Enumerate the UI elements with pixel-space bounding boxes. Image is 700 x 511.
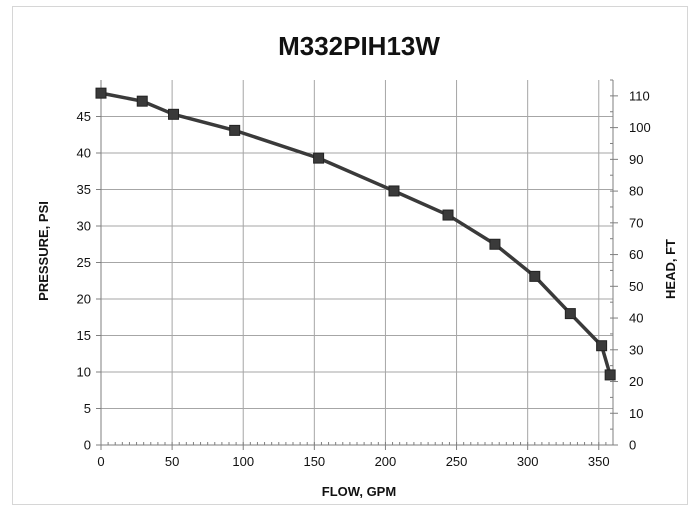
chart-svg: M332PIH13W 0 50 100 150 200 250 300 35005101520… [36,31,678,499]
x-tick-label: 50 [165,454,179,469]
tick-labels: 0 50 100 150 200 250 300 350 0 5 10 15 20 25 30 35 40 45 0… [77,88,651,469]
data-point-marker [313,152,325,164]
y2-tick-label: 50 [629,279,643,294]
data-point-marker [564,308,576,320]
y2-tick-label: 70 [629,215,643,230]
y-tick-label: 15 [77,328,91,343]
y-tick-label: 40 [77,146,91,161]
data-point-marker [596,340,608,352]
x-tick-label: 200 [375,454,397,469]
y-tick-label: 20 [77,292,91,307]
x-tick-label: 100 [232,454,254,469]
data-point-marker [388,185,400,197]
y2-axis-title: HEAD, FT [663,239,678,299]
chart-frame: M332PIH13W 0 50 100 150 200 250 300 350 0 5 10 15 20… [12,6,688,505]
y2-tick-label: 10 [629,406,643,421]
y2-tick-label: 80 [629,184,643,199]
data-point-marker [229,124,241,136]
y2-tick-label: 90 [629,152,643,167]
data-point-marker [136,95,148,107]
x-tick-label: 0 [97,454,104,469]
data-point-marker [168,108,180,120]
data-point-marker [95,87,107,99]
x-tick-label: 250 [446,454,468,469]
y-tick-label: 10 [77,365,91,380]
y-tick-label: 45 [77,109,91,124]
y-axis-title: PRESSURE, PSI [36,201,51,301]
y2-tick-label: 40 [629,311,643,326]
axes [96,79,618,450]
x-tick-label: 300 [517,454,539,469]
y-tick-label: 25 [77,255,91,270]
data-point-marker [489,238,501,250]
y-tick-label: 5 [84,401,91,416]
y2-tick-label: 100 [629,120,651,135]
chart-title: M332PIH13W [278,31,440,61]
series-line [100,91,612,376]
x-tick-label: 350 [588,454,610,469]
y2-tick-label: 30 [629,342,643,357]
y2-tick-label: 110 [629,88,650,103]
x-axis-title: FLOW, GPM [322,484,396,499]
data-point-marker [604,369,616,381]
y-tick-label: 0 [84,438,91,453]
y2-tick-label: 0 [629,438,636,453]
gridlines [101,80,613,445]
y-tick-label: 30 [77,219,91,234]
y2-tick-label: 20 [629,374,643,389]
y-tick-label: 35 [77,182,91,197]
data-point-marker [442,209,454,221]
y2-tick-label: 60 [629,247,643,262]
x-tick-label: 150 [303,454,325,469]
data-point-marker [529,270,541,282]
series-layer [95,87,616,381]
